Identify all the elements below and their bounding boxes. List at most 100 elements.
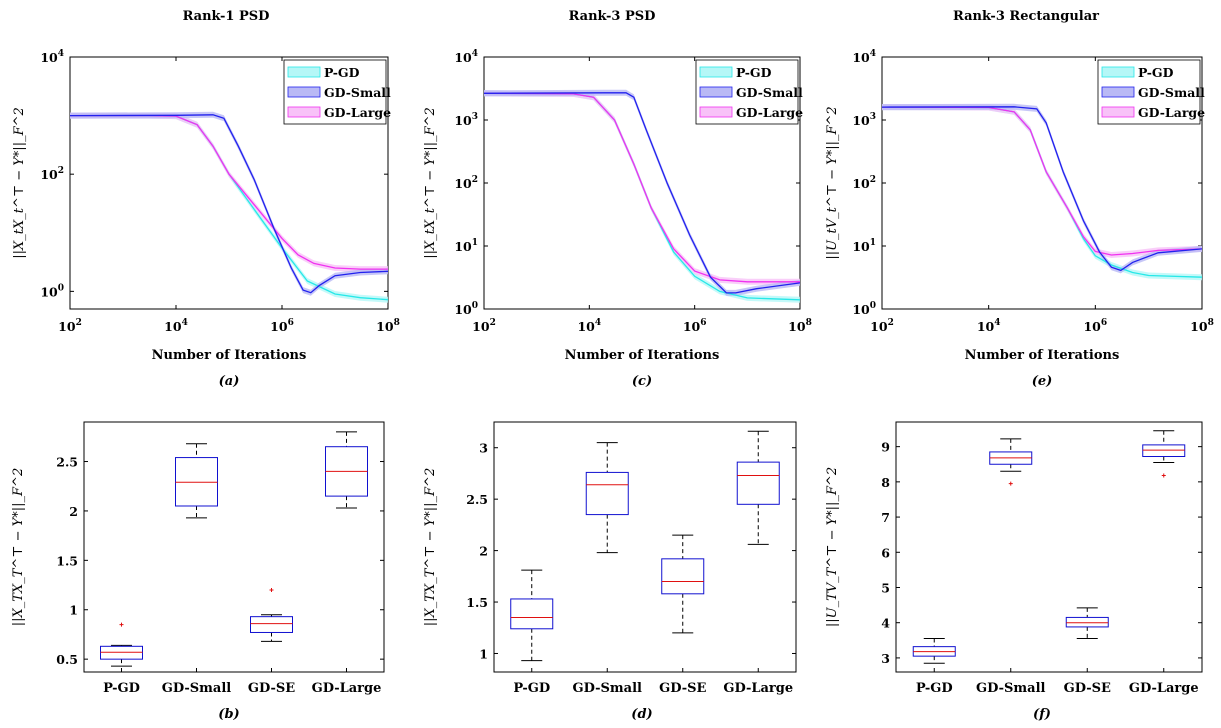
series-line-gd-small xyxy=(483,92,801,294)
x-tick-label: 104 xyxy=(577,318,601,334)
legend-label: P-GD xyxy=(736,65,772,80)
y-tick-label: 104 xyxy=(40,49,64,65)
legend-label: GD-Large xyxy=(324,105,391,120)
panel-a-xlabel: Number of Iterations xyxy=(152,348,307,363)
panel-c-plot: 102 104 106 108 100 101 102 103 104 P-GD GD-Small G… xyxy=(454,49,812,334)
panel-a-title: Rank-1 PSD xyxy=(183,9,270,24)
legend-label: GD-Small xyxy=(324,85,391,100)
y-tick-label: 1 xyxy=(69,603,78,618)
category-label: GD-Small xyxy=(976,681,1046,696)
box-iqr xyxy=(585,471,629,516)
y-tick-label: 2 xyxy=(479,544,488,559)
y-tick-label: 3 xyxy=(881,651,890,666)
y-tick-label: 103 xyxy=(852,112,876,128)
legend-swatch-gd-small xyxy=(287,86,321,98)
y-tick-label: 2.5 xyxy=(466,492,488,507)
panel-f-caption: (f) xyxy=(1033,707,1051,722)
y-tick-label: 103 xyxy=(454,112,478,128)
x-tick-label: 104 xyxy=(977,318,1001,334)
box-iqr xyxy=(661,558,705,595)
y-tick-label: 9 xyxy=(881,440,890,455)
panel-f: 3 4 5 6 7 8 9 P-GD GD-Small GD-SE GD-Large (f) ||U… xyxy=(825,421,1203,722)
category-label: GD-Large xyxy=(723,681,793,696)
y-tick-label: 1.5 xyxy=(466,595,488,610)
panel-a-axes-box xyxy=(69,56,389,310)
legend-swatch-gd-small xyxy=(1101,86,1135,98)
panel-d-axes-box xyxy=(493,421,797,673)
y-tick-label: 100 xyxy=(40,283,64,299)
legend-label: GD-Small xyxy=(1138,85,1205,100)
x-tick-label: 108 xyxy=(376,318,400,334)
x-tick-label: 106 xyxy=(1083,318,1107,334)
legend-swatch-p-gd xyxy=(287,66,321,78)
y-tick-label: 5 xyxy=(881,580,890,595)
legend-label: P-GD xyxy=(1138,65,1174,80)
y-tick-label: 6 xyxy=(881,545,890,560)
category-label: GD-Small xyxy=(573,681,643,696)
legend-swatch-gd-small xyxy=(699,86,733,98)
panel-d-plot: 1 1.5 2 2.5 3 P-GD GD-Small GD-SE GD-Large xyxy=(466,430,796,696)
category-label: P-GD xyxy=(513,681,550,696)
series-line-gd-large xyxy=(881,106,1203,256)
panel-a-plot: 102 104 106 108 100 102 104 P-GD GD-Small GD-Larg… xyxy=(40,49,400,334)
category-label: P-GD xyxy=(916,681,953,696)
box-iqr xyxy=(1142,444,1186,458)
y-tick-label: 102 xyxy=(40,166,64,182)
series-line-gd-large xyxy=(70,114,388,270)
x-tick-label: 108 xyxy=(1190,318,1214,334)
panel-a: Rank-1 PSD 102 104 106 108 100 102 104 P-GD GD-S… xyxy=(12,9,400,389)
x-tick-label: 102 xyxy=(472,318,496,334)
series-line-gd-small xyxy=(69,114,389,294)
y-tick-label: 4 xyxy=(881,616,890,631)
x-tick-label: 102 xyxy=(870,318,894,334)
x-tick-label: 104 xyxy=(164,318,188,334)
legend-label: P-GD xyxy=(324,65,360,80)
panel-c-ylabel: ||X_tX_t^⊤ − Y*||_F^2 xyxy=(423,107,438,259)
panel-f-axes-box xyxy=(895,421,1203,673)
category-label: P-GD xyxy=(103,681,140,696)
panel-b-caption: (b) xyxy=(218,707,239,722)
outlier-point xyxy=(1161,473,1166,478)
y-tick-label: 7 xyxy=(881,510,890,525)
category-label: GD-Small xyxy=(162,681,232,696)
panel-a-ylabel: ||X_tX_t^⊤ − Y*||_F^2 xyxy=(12,107,27,259)
panel-f-ylabel: ||U_TV_T^⊤ − Y*||_F^2 xyxy=(825,467,840,627)
panel-d: 1 1.5 2 2.5 3 P-GD GD-Small GD-SE GD-Large (d) |… xyxy=(423,421,797,722)
legend-swatch-p-gd xyxy=(1101,66,1135,78)
y-tick-label: 104 xyxy=(454,49,478,65)
y-tick-label: 101 xyxy=(852,238,876,254)
panel-e-ylabel: ||U_tV_t^⊤ − Y*||_F^2 xyxy=(825,106,840,259)
y-tick-label: 100 xyxy=(852,301,876,317)
panel-d-caption: (d) xyxy=(631,707,652,722)
legend-label: GD-Large xyxy=(1138,105,1205,120)
series-band-gd-large xyxy=(70,112,388,273)
panel-d-ylabel: ||X_TX_T^⊤ − Y*||_F^2 xyxy=(423,468,438,626)
y-tick-label: 8 xyxy=(881,475,890,490)
series-line-gd-small xyxy=(881,106,1203,272)
y-tick-label: 0.5 xyxy=(56,652,78,667)
panel-c: Rank-3 PSD 102 104 106 108 100 101 102 103 104 P-… xyxy=(423,9,812,389)
y-tick-label: 3 xyxy=(479,441,488,456)
y-tick-label: 102 xyxy=(852,175,876,191)
legend-swatch-p-gd xyxy=(699,66,733,78)
x-tick-label: 106 xyxy=(683,318,707,334)
box-iqr xyxy=(510,598,554,630)
y-tick-label: 1 xyxy=(479,646,488,661)
legend-swatch-gd-large xyxy=(1101,106,1135,118)
panel-e-xlabel: Number of Iterations xyxy=(965,348,1120,363)
legend-label: GD-Large xyxy=(736,105,803,120)
y-tick-label: 2 xyxy=(69,504,78,519)
panel-e-plot: 102 104 106 108 100 101 102 103 104 P-GD GD-Small G… xyxy=(852,49,1214,334)
panel-c-xlabel: Number of Iterations xyxy=(565,348,720,363)
x-tick-label: 108 xyxy=(788,318,812,334)
legend-swatch-gd-large xyxy=(287,106,321,118)
box-iqr xyxy=(736,461,780,505)
legend-label: GD-Small xyxy=(736,85,803,100)
box-iqr xyxy=(1065,616,1109,628)
category-label: GD-SE xyxy=(1064,681,1111,696)
category-label: GD-Large xyxy=(1129,681,1199,696)
panel-b: 0.5 1 1.5 2 2.5 P-GD GD-Small GD-SE GD-Large (b)… xyxy=(11,421,385,722)
y-tick-label: 2.5 xyxy=(56,455,78,470)
category-label: GD-Large xyxy=(312,681,382,696)
